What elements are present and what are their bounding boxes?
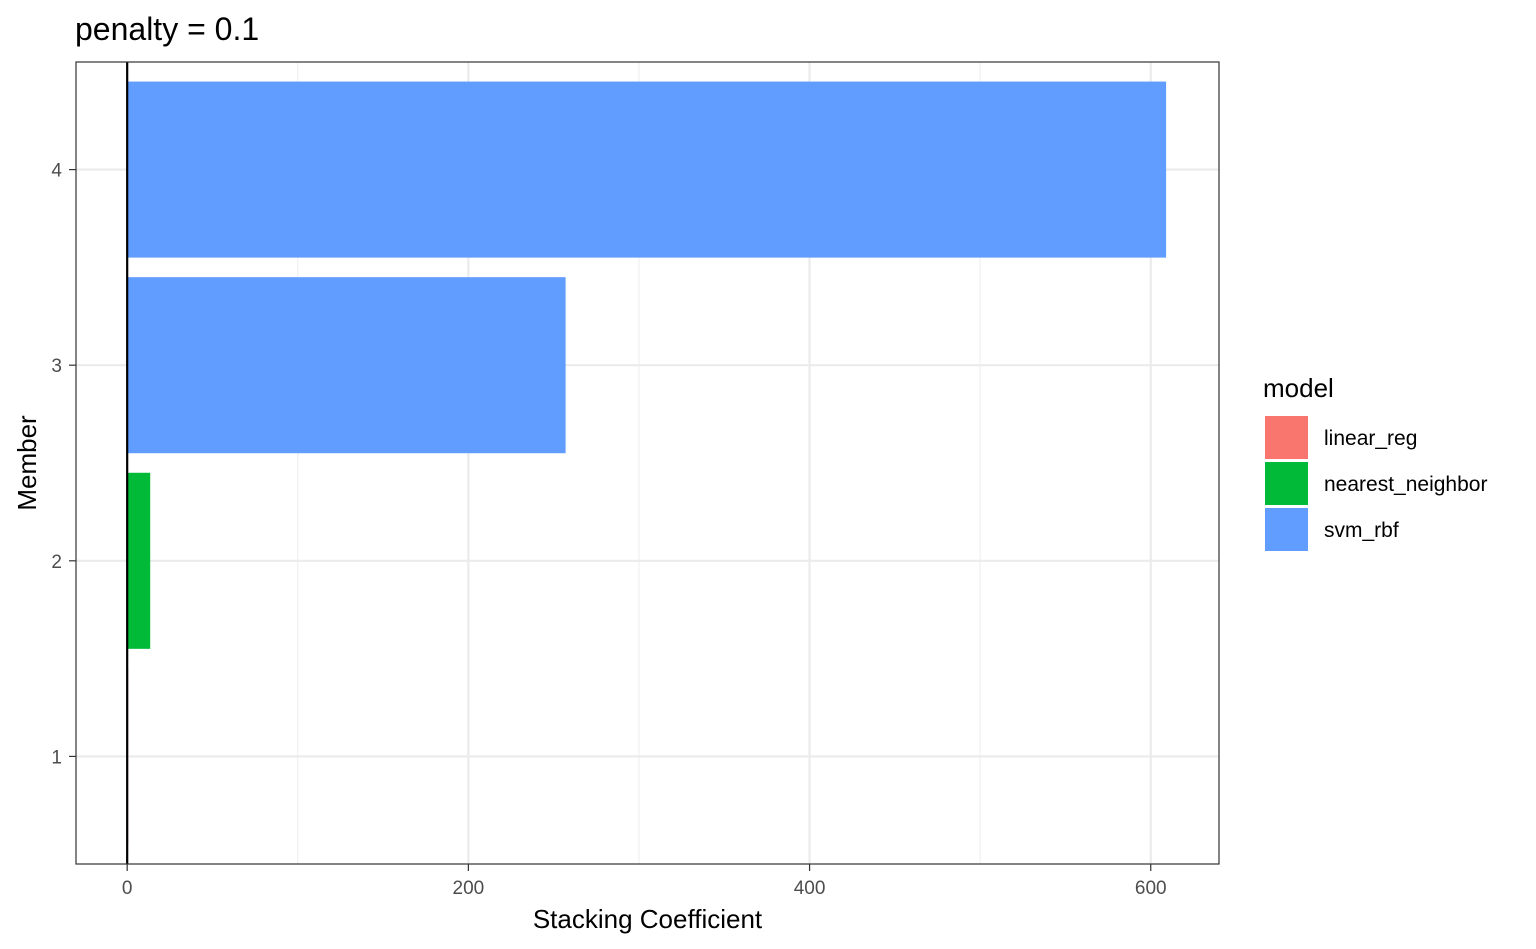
legend-key-linear-reg	[1265, 416, 1308, 459]
legend-label: svm_rbf	[1324, 519, 1399, 542]
legend-key-svm-rbf	[1265, 508, 1308, 551]
legend-key-nearest-neighbor	[1265, 462, 1308, 505]
legend-items: linear_reg nearest_neighbor svm_rbf	[1265, 416, 1487, 551]
y-tick-label: 2	[51, 552, 62, 573]
x-tick-label: 0	[122, 878, 133, 899]
y-tick-label: 4	[51, 161, 62, 182]
y-tick-label: 1	[51, 747, 62, 768]
panel-border	[75, 61, 1220, 865]
y-tick-label: 3	[51, 356, 62, 377]
bar-member-3	[127, 277, 566, 454]
y-axis: 1 2 3 4	[51, 161, 76, 768]
legend-label: nearest_neighbor	[1324, 473, 1487, 496]
x-axis: 0 200 400 600	[122, 864, 1167, 899]
chart-title: penalty = 0.1	[75, 11, 259, 47]
legend-title: model	[1263, 373, 1334, 403]
x-axis-title: Stacking Coefficient	[533, 904, 763, 934]
bars	[127, 81, 1167, 845]
x-tick-label: 400	[794, 878, 826, 899]
x-tick-label: 600	[1135, 878, 1167, 899]
bar-member-4	[127, 81, 1167, 258]
legend: model linear_reg nearest_neighbor svm_rbf	[1263, 373, 1487, 551]
x-tick-label: 200	[453, 878, 485, 899]
bar-member-2	[127, 472, 151, 649]
legend-label: linear_reg	[1324, 427, 1417, 450]
y-axis-title: Member	[12, 415, 42, 511]
plot-panel	[75, 61, 1220, 865]
